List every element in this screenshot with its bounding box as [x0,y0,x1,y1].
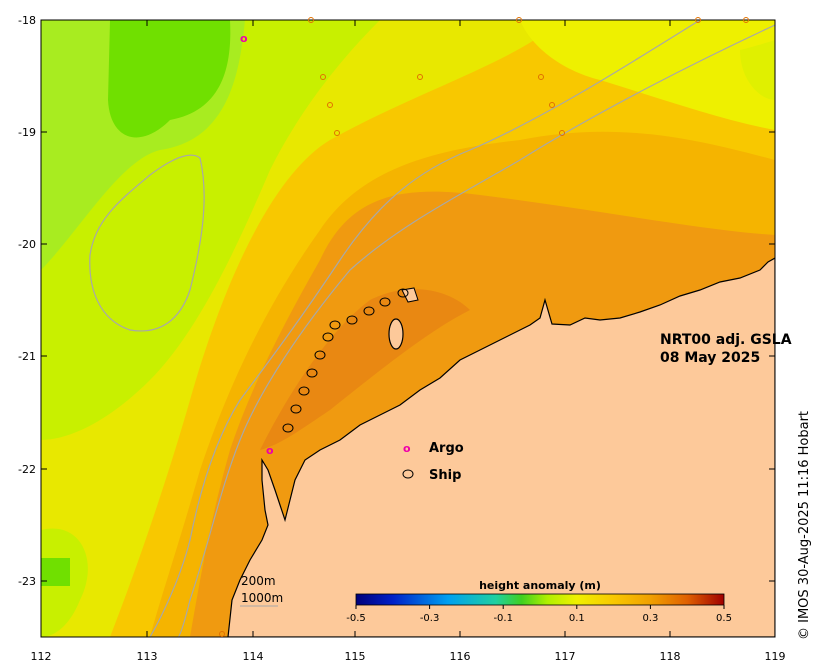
track-dot [327,102,333,108]
track-dot [538,74,544,80]
contour-1000m [149,20,701,637]
lon-tick-label: 112 [31,650,52,663]
track-dot [743,17,749,23]
track-dot [516,17,522,23]
track-dot [334,130,340,136]
lat-tick-label: -21 [18,350,36,363]
ship-marker [282,423,294,433]
contour-200m [177,24,775,637]
colorbar-tick-label: -0.5 [346,613,366,624]
ship-marker [322,332,334,342]
ship-marker [290,404,302,414]
track-dot [417,74,423,80]
island-montebello [401,287,419,303]
colorbar-tick-label: 0.1 [569,613,585,624]
track-dots [219,17,749,637]
lon-tick-label: 117 [555,650,576,663]
ship-legend-icon [402,469,414,479]
lon-tick-label: 119 [765,650,786,663]
lat-tick-label: -20 [18,238,36,251]
colorbar-tick-label: -0.3 [420,613,440,624]
marker-legend: o Argo Ship [402,441,464,483]
map-date: 08 May 2025 [660,350,760,366]
anomaly-field [41,20,775,637]
land-mass [227,257,775,637]
colorbar-tick-label: 0.5 [716,613,732,624]
ship-marker [363,306,375,316]
track-dot [320,74,326,80]
lat-tick-label: -18 [18,14,36,27]
contour-band-ne-lime [740,40,775,100]
ship-marker [379,297,391,307]
colorbar-tick-label: 0.3 [642,613,658,624]
contour-band-green-sw [41,558,70,586]
colorbar-title: height anomaly (m) [479,579,601,592]
argo-floats: o o [240,32,274,457]
ship-legend-label: Ship [429,468,461,483]
ship-marker [397,288,409,298]
track-dot [559,130,565,136]
colorbar-ticks: -0.5 -0.3 -0.1 0.1 0.3 0.5 [346,605,732,624]
depth-legend-1000m: 1000m [241,591,283,605]
lon-tick-label: 115 [345,650,366,663]
lat-tick-label: -23 [18,575,36,588]
colorbar-ramp [355,593,725,606]
ship-marker [306,368,318,378]
ship-marker [329,320,341,330]
lat-tick-label: -19 [18,126,36,139]
argo-legend-label: Argo [429,441,464,456]
ship-marker [346,315,358,325]
contour-plateau [89,154,205,332]
contour-band-dark-orange [260,289,470,450]
ship-marker [314,350,326,360]
lon-tick-label: 114 [243,650,264,663]
ship-track [282,288,409,433]
argo-legend-icon: o [403,442,411,455]
track-dot [308,17,314,23]
contour-band-green [108,20,231,138]
argo-float-marker: o [240,32,248,45]
depth-legend: 200m 1000m [240,574,283,607]
contour-band-ne-yellow [520,20,775,130]
track-dot [219,631,225,637]
colorbar-tick-label: -0.1 [493,613,513,624]
lon-tick-label: 116 [450,650,471,663]
argo-float-marker: o [266,444,274,457]
island-barrow [388,318,404,350]
lon-tick-label: 113 [137,650,158,663]
depth-legend-200m: 200m [241,574,276,588]
map-title: NRT00 adj. GSLA [660,332,792,348]
lat-tick-label: -22 [18,463,36,476]
colorbar: height anomaly (m) -0.5 -0.3 -0.1 0.1 0.3 0.5 [346,579,732,624]
plot-frame [40,19,776,638]
lon-tick-label: 118 [660,650,681,663]
credit-text: © IMOS 30-Aug-2025 11:16 Hobart [797,411,812,640]
track-dot [695,17,701,23]
latitude-axis: -18 -19 -20 -21 -22 -23 [18,14,775,588]
track-dot [549,102,555,108]
longitude-axis: 112 113 114 115 116 117 118 119 [31,20,786,663]
ship-marker [298,386,310,396]
